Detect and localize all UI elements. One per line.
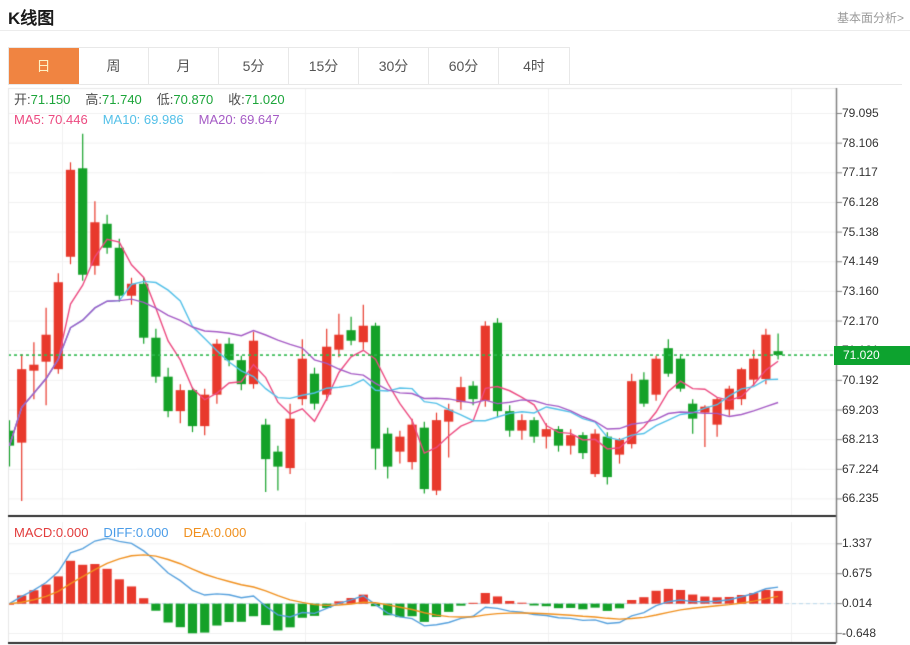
ohlc-value: 71.020: [244, 92, 285, 107]
macd-legend-item: MACD:0.000: [14, 525, 89, 540]
last-price-badge: 71.020: [834, 346, 910, 365]
ohlc-label: 收:: [228, 92, 245, 107]
ma-legend-item: MA10: 69.986: [102, 112, 184, 127]
ohlc-legend: 开:71.150 高:71.740 低:70.870 收:71.020: [14, 92, 300, 108]
price-axis-tick: 67.224: [842, 461, 879, 476]
ohlc-legend-item: 开:71.150: [14, 92, 70, 107]
ohlc-value: 71.740: [102, 92, 142, 107]
price-axis-tick: 72.170: [842, 313, 879, 328]
macd-legend-item: DIFF:0.000: [103, 525, 169, 540]
price-axis-tick: 77.117: [842, 165, 878, 180]
ohlc-label: 开:: [14, 92, 31, 107]
price-axis-tick: 70.192: [842, 372, 879, 387]
price-axis-tick: 66.235: [842, 491, 879, 506]
price-axis-tick: 75.138: [842, 224, 879, 239]
price-axis-tick: 69.203: [842, 402, 879, 417]
price-axis-tick: 74.149: [842, 254, 879, 269]
macd-axis-tick: -0.648: [842, 626, 877, 640]
ohlc-value: 71.150: [30, 92, 71, 107]
price-axis-tick: 78.106: [842, 135, 879, 150]
price-axis-tick: 79.095: [842, 106, 879, 120]
price-axis-tick: 76.128: [842, 194, 879, 209]
ohlc-label: 高:: [85, 92, 103, 107]
ma-legend-item: MA20: 69.647: [198, 112, 280, 127]
macd-axis-tick: 0.675: [842, 566, 873, 581]
ohlc-value: 70.870: [173, 92, 214, 107]
ma-legend: MA5: 70.446 MA10: 69.986 MA20: 69.647: [14, 112, 295, 128]
macd-axis-tick: 1.337: [842, 536, 873, 551]
ohlc-legend-item: 高:71.740: [85, 92, 141, 107]
ohlc-label: 低:: [156, 92, 174, 107]
macd-legend-item: DEA:0.000: [183, 525, 247, 540]
macd-axis-tick: 0.014: [842, 596, 873, 611]
macd-legend: MACD:0.000 DIFF:0.000 DEA:0.000: [14, 525, 261, 541]
ohlc-legend-item: 收:71.020: [228, 92, 284, 107]
price-axis-tick: 73.160: [842, 283, 879, 298]
ohlc-legend-item: 低:70.870: [157, 92, 213, 107]
ma-legend-item: MA5: 70.446: [14, 112, 88, 127]
price-axis-tick: 68.213: [842, 432, 879, 447]
